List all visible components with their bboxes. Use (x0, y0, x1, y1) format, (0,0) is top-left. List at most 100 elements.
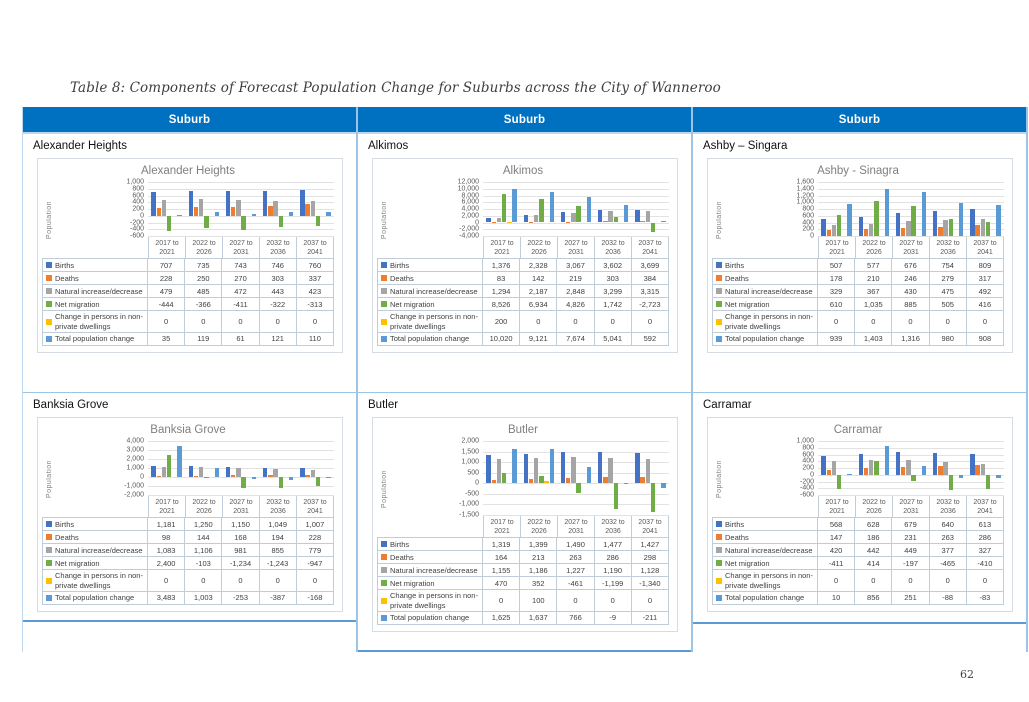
bar-natural-increase-decrease (906, 221, 911, 236)
bar-births (598, 210, 603, 223)
y-axis-title: Population (377, 441, 391, 537)
bar-deaths (640, 476, 645, 484)
bar-slot (603, 441, 608, 515)
bar-net-migration (278, 476, 284, 489)
y-tick-label: 3,000 (126, 446, 144, 454)
x-axis-label-line2: 2041 (977, 508, 993, 516)
y-tick-label: 600 (802, 212, 814, 220)
bar-births (560, 212, 566, 223)
y-tick-label: 12,000 (457, 178, 479, 186)
bar-slot (943, 441, 948, 495)
y-axis-title-text: Population (715, 460, 723, 499)
bar-net-migration (837, 474, 842, 489)
row-label-text: Births (390, 260, 410, 270)
bar-group-1 (148, 441, 185, 495)
x-axis-label-line1: 2022 to (862, 240, 886, 247)
row-label: Change in persons in non-private dwellin… (42, 311, 148, 333)
bar-natural-increase-decrease (831, 460, 837, 475)
value-cell: 2,187 (520, 285, 558, 299)
bar-slot (199, 182, 204, 236)
bar-slot (167, 441, 172, 495)
x-axis-label-line2: 2026 (196, 249, 212, 257)
bar-total-population-change (251, 476, 257, 480)
y-tick-label: -2,000 (459, 225, 479, 233)
bar-net-migration (315, 476, 321, 486)
bar-slot (948, 441, 954, 495)
value-cell: 10 (818, 591, 856, 605)
gridline (148, 202, 334, 204)
x-axis-label-line2: 2041 (642, 249, 658, 257)
value-cell: 420 (818, 544, 856, 558)
legend-marker-icon (381, 567, 387, 574)
gridline (818, 202, 1004, 204)
x-axis-label-line1: 2022 to (192, 240, 216, 247)
bar-total-population-change (214, 467, 220, 477)
bar-net-migration (948, 474, 954, 491)
bar-births (858, 216, 863, 236)
y-tick-label: 10,000 (457, 185, 479, 193)
bar-slot (289, 441, 294, 495)
x-axis-label-line2: 2036 (605, 528, 621, 536)
x-axis-label-line1: 2022 to (527, 240, 551, 247)
bar-net-migration (576, 206, 581, 223)
chart-plot-area: Population 12,000 10,000 8,000 6,000 4,000 2,0… (377, 178, 669, 259)
x-axis-label-line1: 2017 to (155, 240, 179, 247)
gridline (483, 462, 669, 464)
row-label: Change in persons in non-private dwellin… (712, 311, 818, 333)
x-axis-label: 2017 to 2021 (483, 516, 521, 538)
x-axis-label: 2022 to 2026 (186, 496, 223, 518)
table-row-net-migration: Net migration -411 414 -197 -465 -410 (712, 557, 1004, 571)
row-label: Total population change (377, 332, 483, 346)
gridline (483, 229, 669, 231)
value-cell: 2,328 (520, 259, 558, 273)
value-cell: 1,049 (259, 518, 297, 532)
value-cell: 423 (296, 285, 334, 299)
bar-slot (959, 182, 964, 236)
row-label-text: Change in persons in non-private dwellin… (390, 591, 478, 610)
value-cell: 610 (818, 298, 856, 312)
x-axis-label-line1: 2037 to (973, 499, 997, 506)
row-label-text: Total population change (55, 593, 135, 603)
x-axis-label: 2032 to 2036 (930, 496, 967, 518)
row-label-text: Total population change (390, 613, 470, 623)
legend-marker-icon (381, 541, 387, 548)
y-tick-label: 200 (802, 464, 814, 472)
row-label: Births (377, 259, 483, 273)
bar-deaths (193, 207, 199, 216)
x-axis-label-line2: 2036 (605, 249, 621, 257)
bar-slot (571, 441, 576, 515)
value-cell: 168 (222, 531, 260, 545)
legend-marker-icon (716, 262, 722, 269)
bar-group-5 (967, 441, 1004, 495)
bar-total-population-change (289, 476, 294, 481)
table-row-natural-increase-decrease: Natural increase/decrease 1,294 2,187 2,848… (377, 285, 669, 299)
value-cell: 1,742 (594, 298, 632, 312)
gridline (148, 229, 334, 231)
chart-plot-area: Population 1,000 800 600 400 200 0 -200 -400 -600… (712, 438, 1004, 518)
bar-total-population-change (959, 474, 964, 478)
row-label-text: Total population change (725, 593, 805, 603)
bar-slot (502, 182, 507, 236)
value-cell: 1,316 (892, 332, 930, 346)
x-axis-label-line2: 2041 (307, 508, 323, 516)
bar-deaths (231, 206, 236, 216)
x-axis-label-line1: 2017 to (490, 519, 514, 526)
x-axis-label-line2: 2036 (270, 508, 286, 516)
value-cell: 0 (818, 570, 856, 592)
value-cell: 0 (892, 311, 930, 333)
bar-slot (571, 182, 576, 236)
bar-groups (148, 441, 334, 495)
bar-slot (975, 182, 980, 236)
chart-frame-banksia-grove: Banksia Grove Population 4,000 3,000 2,000 1,… (37, 417, 343, 612)
y-tick-label: -400 (129, 225, 144, 233)
chart-data-table: Births 1,319 1,399 1,490 1,477 1,427 Deaths 164… (377, 537, 669, 625)
y-axis-ticks: 1,600 1,400 1,200 1,000 800 600 400 200 0 (726, 179, 818, 240)
bar-group-4 (930, 182, 967, 236)
row-label: Total population change (42, 332, 148, 346)
value-cell: 0 (557, 311, 595, 333)
x-axis-labels: 2017 to 2021 2022 to 2026 2027 to 2031 2032 to… (483, 236, 669, 259)
bar-net-migration (167, 215, 172, 231)
bar-group-5 (632, 182, 669, 236)
legend-marker-icon (381, 597, 387, 604)
bar-natural-increase-decrease (608, 211, 613, 223)
